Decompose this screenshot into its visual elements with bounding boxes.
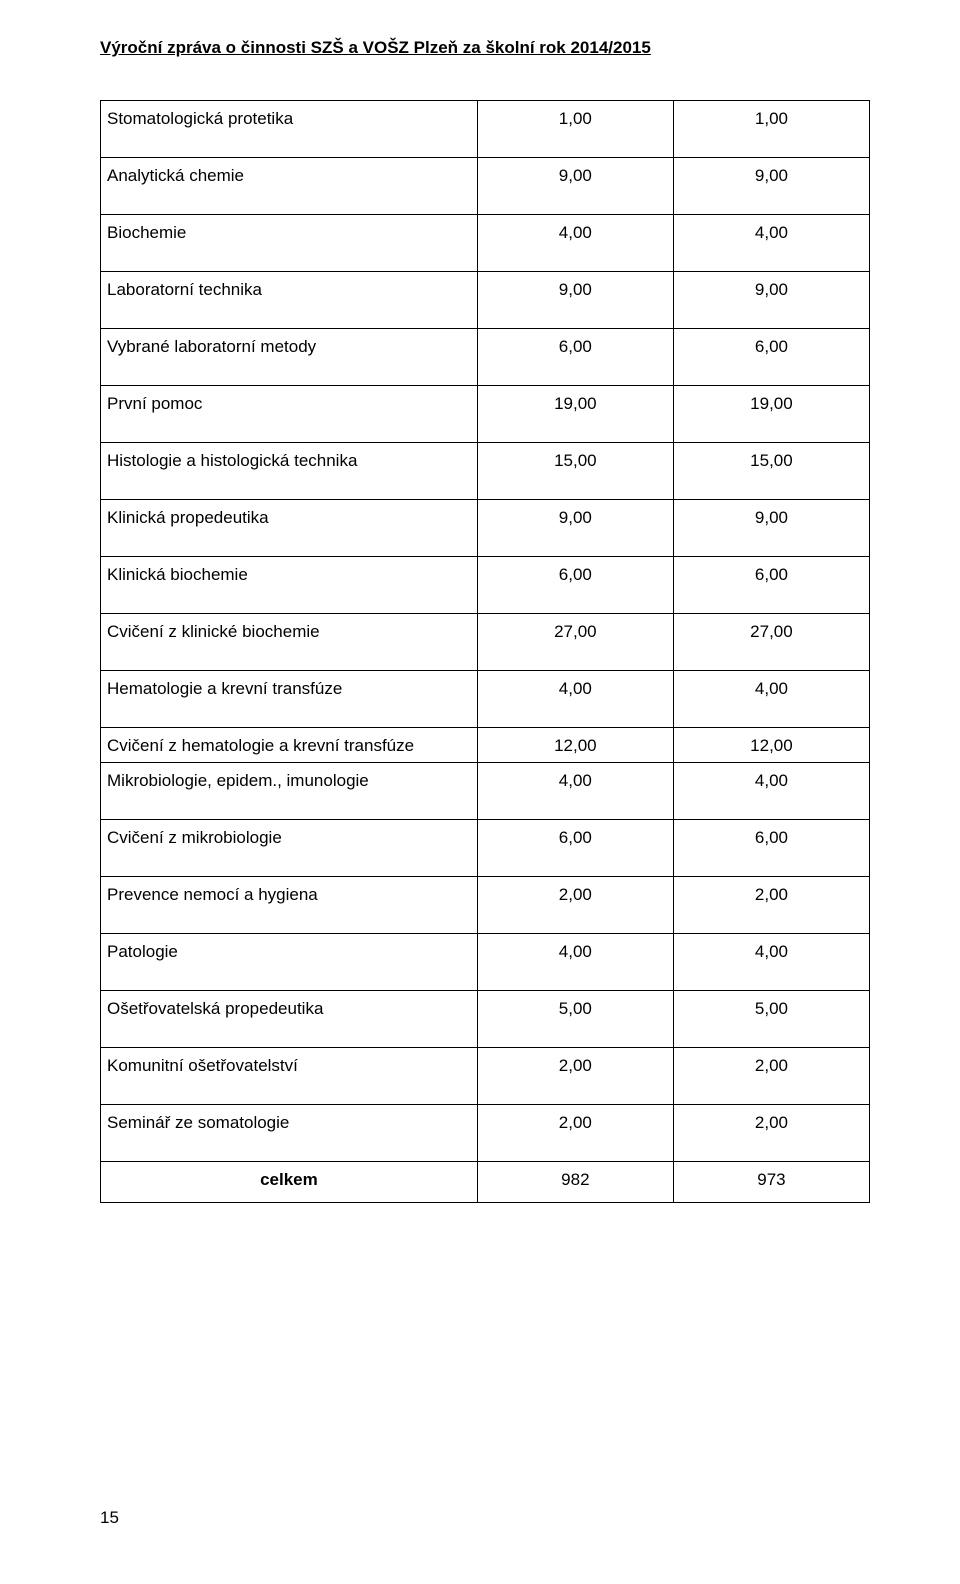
row-value-2: 6,00 [673, 820, 869, 877]
table-row: Histologie a histologická technika15,001… [101, 443, 870, 500]
table-row: Cvičení z klinické biochemie27,0027,00 [101, 614, 870, 671]
total-label: celkem [101, 1162, 478, 1203]
row-value-2: 1,00 [673, 101, 869, 158]
row-value-1: 6,00 [477, 557, 673, 614]
row-value-2: 9,00 [673, 158, 869, 215]
row-value-2: 5,00 [673, 991, 869, 1048]
row-label: Vybrané laboratorní metody [101, 329, 478, 386]
row-value-1: 9,00 [477, 272, 673, 329]
table-row: Cvičení z mikrobiologie6,006,00 [101, 820, 870, 877]
row-value-1: 6,00 [477, 820, 673, 877]
row-value-2: 15,00 [673, 443, 869, 500]
table-row: Patologie4,004,00 [101, 934, 870, 991]
row-value-2: 6,00 [673, 557, 869, 614]
table-row: Klinická biochemie6,006,00 [101, 557, 870, 614]
row-value-2: 4,00 [673, 215, 869, 272]
table-total-row: celkem982973 [101, 1162, 870, 1203]
row-value-1: 9,00 [477, 158, 673, 215]
table-row: Laboratorní technika9,009,00 [101, 272, 870, 329]
table-row: Biochemie4,004,00 [101, 215, 870, 272]
row-label: Histologie a histologická technika [101, 443, 478, 500]
table-row: Seminář ze somatologie2,002,00 [101, 1105, 870, 1162]
row-value-1: 2,00 [477, 1048, 673, 1105]
row-value-2: 9,00 [673, 272, 869, 329]
page-number: 15 [100, 1508, 119, 1528]
row-label: První pomoc [101, 386, 478, 443]
row-value-2: 2,00 [673, 877, 869, 934]
row-value-2: 19,00 [673, 386, 869, 443]
table-row: Stomatologická protetika1,001,00 [101, 101, 870, 158]
row-value-2: 4,00 [673, 934, 869, 991]
row-value-2: 2,00 [673, 1048, 869, 1105]
table-row: Cvičení z hematologie a krevní transfúze… [101, 728, 870, 763]
row-value-2: 4,00 [673, 763, 869, 820]
total-value-2: 973 [673, 1162, 869, 1203]
row-label: Ošetřovatelská propedeutika [101, 991, 478, 1048]
row-label: Biochemie [101, 215, 478, 272]
row-label: Hematologie a krevní transfúze [101, 671, 478, 728]
table-row: Vybrané laboratorní metody6,006,00 [101, 329, 870, 386]
table-row: První pomoc19,0019,00 [101, 386, 870, 443]
row-label: Laboratorní technika [101, 272, 478, 329]
row-value-1: 4,00 [477, 671, 673, 728]
table-row: Hematologie a krevní transfúze4,004,00 [101, 671, 870, 728]
row-value-1: 4,00 [477, 934, 673, 991]
row-label: Mikrobiologie, epidem., imunologie [101, 763, 478, 820]
row-value-1: 27,00 [477, 614, 673, 671]
row-value-2: 12,00 [673, 728, 869, 763]
total-value-1: 982 [477, 1162, 673, 1203]
table-row: Ošetřovatelská propedeutika5,005,00 [101, 991, 870, 1048]
table-row: Prevence nemocí a hygiena2,002,00 [101, 877, 870, 934]
row-label: Patologie [101, 934, 478, 991]
row-value-1: 4,00 [477, 215, 673, 272]
row-value-2: 9,00 [673, 500, 869, 557]
data-table: Stomatologická protetika1,001,00Analytic… [100, 100, 870, 1203]
row-label: Analytická chemie [101, 158, 478, 215]
row-value-1: 5,00 [477, 991, 673, 1048]
row-value-1: 6,00 [477, 329, 673, 386]
table-row: Klinická propedeutika9,009,00 [101, 500, 870, 557]
row-value-1: 1,00 [477, 101, 673, 158]
row-label: Cvičení z mikrobiologie [101, 820, 478, 877]
row-label: Seminář ze somatologie [101, 1105, 478, 1162]
row-label: Cvičení z hematologie a krevní transfúze [101, 728, 478, 763]
row-label: Cvičení z klinické biochemie [101, 614, 478, 671]
table-row: Mikrobiologie, epidem., imunologie4,004,… [101, 763, 870, 820]
row-value-2: 27,00 [673, 614, 869, 671]
table-row: Komunitní ošetřovatelství2,002,00 [101, 1048, 870, 1105]
table-row: Analytická chemie9,009,00 [101, 158, 870, 215]
row-label: Stomatologická protetika [101, 101, 478, 158]
row-value-1: 19,00 [477, 386, 673, 443]
row-value-1: 4,00 [477, 763, 673, 820]
row-value-1: 2,00 [477, 877, 673, 934]
row-label: Klinická biochemie [101, 557, 478, 614]
row-value-2: 6,00 [673, 329, 869, 386]
row-label: Klinická propedeutika [101, 500, 478, 557]
row-value-1: 15,00 [477, 443, 673, 500]
row-value-2: 2,00 [673, 1105, 869, 1162]
row-value-1: 12,00 [477, 728, 673, 763]
page-header: Výroční zpráva o činnosti SZŠ a VOŠZ Plz… [100, 38, 870, 58]
row-value-1: 2,00 [477, 1105, 673, 1162]
row-label: Komunitní ošetřovatelství [101, 1048, 478, 1105]
row-value-1: 9,00 [477, 500, 673, 557]
row-value-2: 4,00 [673, 671, 869, 728]
row-label: Prevence nemocí a hygiena [101, 877, 478, 934]
